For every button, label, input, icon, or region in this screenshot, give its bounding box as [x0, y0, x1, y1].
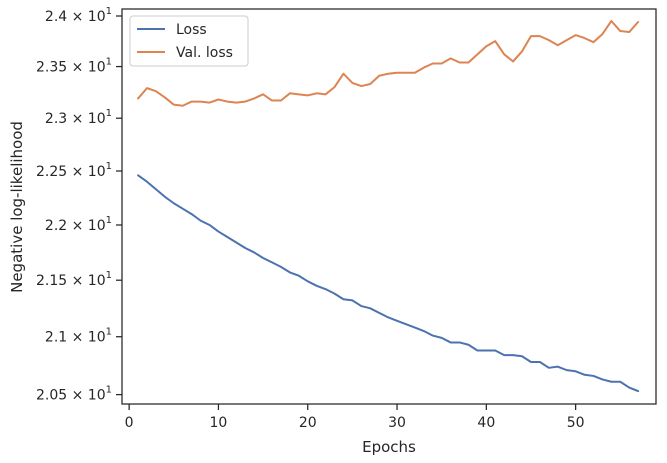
y-tick-label: 2.35 × 101 [36, 57, 112, 76]
y-tick-label: 2.1 × 101 [45, 327, 112, 346]
y-tick-label: 2.2 × 101 [45, 215, 112, 234]
x-tick-label: 20 [299, 415, 317, 431]
y-axis: 2.05 × 101 2.1 × 101 2.15 × 101 2.2 × 101 2.… [36, 6, 122, 404]
series-line-loss [137, 174, 640, 393]
x-tick-label: 30 [388, 415, 406, 431]
x-axis: 0 10 20 30 40 50 [125, 404, 585, 431]
x-axis-label: Epochs [362, 438, 416, 456]
x-tick-label: 50 [567, 415, 585, 431]
series-line-val-loss [137, 20, 640, 107]
legend-label-loss: Loss [176, 22, 207, 38]
x-tick-label: 40 [477, 415, 495, 431]
plot-area [121, 8, 657, 405]
x-tick-label: 10 [210, 415, 228, 431]
y-tick-label: 2.4 × 101 [45, 6, 112, 25]
legend-label-val-loss: Val. loss [176, 45, 233, 61]
y-tick-label: 2.25 × 101 [36, 161, 112, 180]
y-tick-label: 2.15 × 101 [36, 270, 112, 289]
x-tick-label: 0 [125, 415, 134, 431]
legend: Loss Val. loss [129, 15, 249, 67]
series-layer [137, 20, 640, 393]
y-axis-label: Negative log-likelihood [8, 121, 26, 293]
y-tick-label: 2.05 × 101 [36, 385, 112, 404]
y-tick-label: 2.3 × 101 [45, 108, 112, 127]
